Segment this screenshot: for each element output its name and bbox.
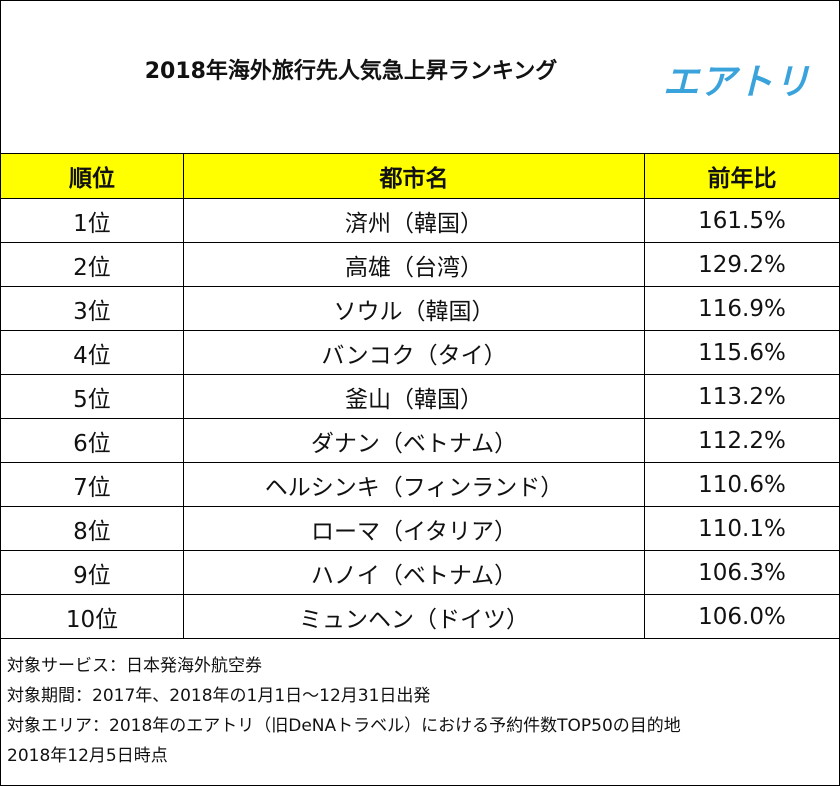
table-row: 1位 済州（韓国） 161.5% — [1, 198, 839, 243]
table-row: 6位 ダナン（ベトナム） 112.2% — [1, 418, 839, 463]
column-header: 前年比 — [644, 153, 839, 199]
header-row: 順位 都市名 前年比 — [1, 153, 839, 199]
table-cell: ソウル（韓国） — [183, 286, 645, 331]
table-cell: 7位 — [1, 462, 184, 507]
table-row: 8位 ローマ（イタリア） 110.1% — [1, 506, 839, 551]
table-cell: 6位 — [1, 418, 184, 463]
note: 対象期間：2017年、2018年の1月1日～12月31日出発 — [7, 686, 431, 706]
table-cell: 161.5% — [644, 198, 839, 243]
table-cell: ローマ（イタリア） — [183, 506, 645, 551]
table-cell: 106.3% — [644, 550, 839, 595]
ranking-table: 順位 都市名 前年比 1位 済州（韓国） 161.5% 2位 高雄（台湾） 129.2% 3位ソ… — [1, 153, 839, 639]
table-body: 1位 済州（韓国） 161.5% 2位 高雄（台湾） 129.2% 3位 ソウル（韓国） 116… — [1, 198, 839, 639]
table-cell: 3位 — [1, 286, 184, 331]
table-cell: 1位 — [1, 198, 184, 243]
table-cell: ヘルシンキ（フィンランド） — [183, 462, 645, 507]
table-cell: 5位 — [1, 374, 184, 419]
column-header: 都市名 — [183, 153, 645, 199]
column-header: 順位 — [1, 153, 184, 199]
table-row: 3位 ソウル（韓国） 116.9% — [1, 286, 839, 331]
table-cell: 106.0% — [644, 594, 839, 639]
table-cell: バンコク（タイ） — [183, 330, 645, 375]
table-row: 4位 バンコク（タイ） 115.6% — [1, 330, 839, 375]
table-row: 10位 ミュンヘン（ドイツ） 106.0% — [1, 594, 839, 639]
table-cell: 112.2% — [644, 418, 839, 463]
table-cell: 116.9% — [644, 286, 839, 331]
table-row: 5位 釜山（韓国） 113.2% — [1, 374, 839, 419]
table-cell: 115.6% — [644, 330, 839, 375]
table-cell: 2位 — [1, 242, 184, 287]
table-row: 9位 ハノイ（ベトナム） 106.3% — [1, 550, 839, 595]
table-row: 7位 ヘルシンキ（フィンランド） 110.6% — [1, 462, 839, 507]
notes: 対象サービス：日本発海外航空券対象期間：2017年、2018年の1月1日～12月… — [7, 651, 681, 771]
note: 対象サービス：日本発海外航空券 — [7, 656, 262, 676]
table-row: 2位 高雄（台湾） 129.2% — [1, 242, 839, 287]
note: 対象エリア：2018年のエアトリ（旧DeNAトラベル）における予約件数TOP50… — [7, 716, 681, 736]
table-cell: ミュンヘン（ドイツ） — [183, 594, 645, 639]
table-cell: 4位 — [1, 330, 184, 375]
table-cell: 113.2% — [644, 374, 839, 419]
table-cell: ハノイ（ベトナム） — [183, 550, 645, 595]
logo: エアトリ — [663, 62, 812, 103]
table-cell: 釜山（韓国） — [183, 374, 645, 419]
table-cell: 110.6% — [644, 462, 839, 507]
table-cell: 済州（韓国） — [183, 198, 645, 243]
table-cell: 8位 — [1, 506, 184, 551]
table-cell: 129.2% — [644, 242, 839, 287]
table-cell: 10位 — [1, 594, 184, 639]
table-cell: ダナン（ベトナム） — [183, 418, 645, 463]
table-cell: 110.1% — [644, 506, 839, 551]
table-cell: 9位 — [1, 550, 184, 595]
table-cell: 高雄（台湾） — [183, 242, 645, 287]
note: 2018年12月5日時点 — [7, 746, 168, 766]
title: 2018年海外旅行先人気急上昇ランキング — [144, 59, 558, 84]
